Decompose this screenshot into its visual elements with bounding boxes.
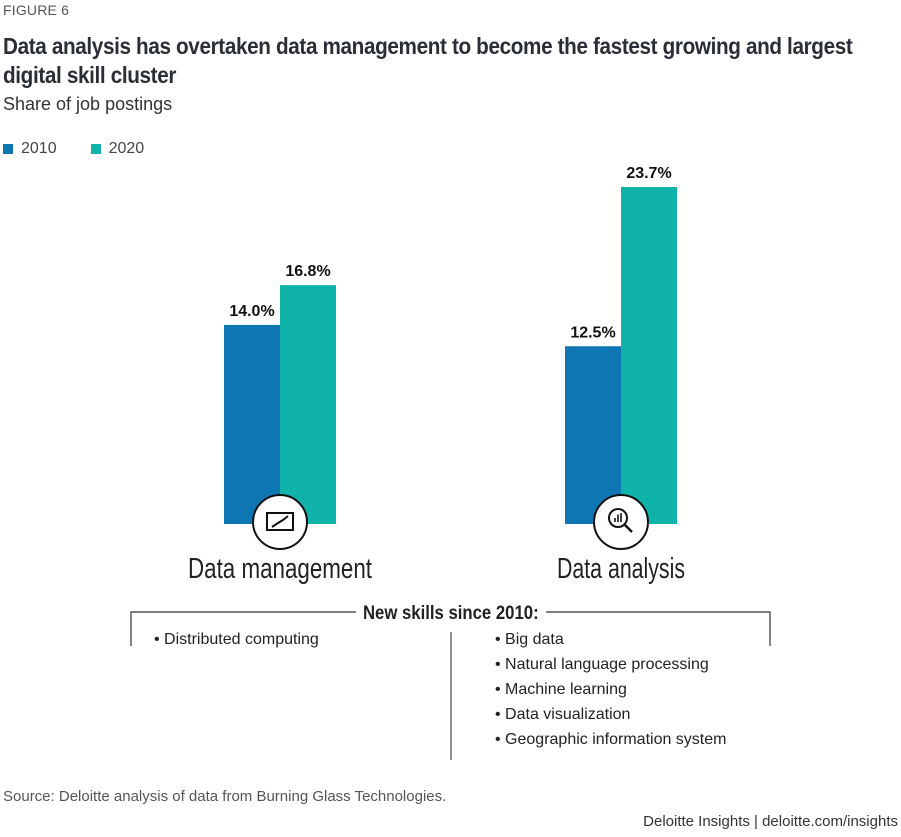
skill-item: Natural language processing <box>495 652 726 677</box>
trend-line <box>271 515 289 528</box>
skill-item: Distributed computing <box>154 627 319 652</box>
data-label: 23.7% <box>626 165 671 182</box>
chart-subtitle: Share of job postings <box>3 94 173 114</box>
legend-swatch-2020 <box>90 144 101 154</box>
bar-2020 <box>621 187 677 524</box>
data-label: 16.8% <box>285 263 330 280</box>
chart-title: Data analysis has overtaken data managem… <box>3 33 853 88</box>
legend-item-2010: 2010 <box>3 140 57 158</box>
magnifier-lens <box>608 508 628 528</box>
magnifier-handle <box>624 524 633 533</box>
category-label: Data management <box>188 553 372 585</box>
credit: Deloitte Insights | deloitte.com/insight… <box>643 813 898 830</box>
skill-item: Geographic information system <box>495 727 726 752</box>
legend-label-2010: 2010 <box>21 140 57 157</box>
skill-item: Big data <box>495 627 726 652</box>
figure-label: FIGURE 6 <box>3 2 70 18</box>
legend: 2010 2020 <box>3 140 144 158</box>
skill-item: Data visualization <box>495 702 726 727</box>
legend-label-2020: 2020 <box>108 140 145 157</box>
data-label: 12.5% <box>570 324 615 341</box>
skills-heading: New skills since 2010: <box>0 603 901 625</box>
category-label: Data analysis <box>557 553 685 585</box>
skills-list-data-management: Distributed computing <box>154 627 319 652</box>
legend-swatch-2010 <box>3 144 13 154</box>
bar-chart: 14.0% 16.8% Data management 12.5% 23.7% Data … <box>188 165 685 585</box>
bar-2010 <box>565 346 621 524</box>
skills-heading-text: New skills since 2010: <box>355 603 546 625</box>
skills-list-data-analysis: Big data Natural language processing Mac… <box>495 627 726 752</box>
bar-2020 <box>280 285 336 524</box>
data-label: 14.0% <box>229 303 274 320</box>
legend-item-2020: 2020 <box>90 140 145 158</box>
skill-item: Machine learning <box>495 677 726 702</box>
source-note: Source: Deloitte analysis of data from B… <box>3 788 447 805</box>
bar-2010 <box>224 324 280 524</box>
monitor-frame <box>266 512 294 531</box>
